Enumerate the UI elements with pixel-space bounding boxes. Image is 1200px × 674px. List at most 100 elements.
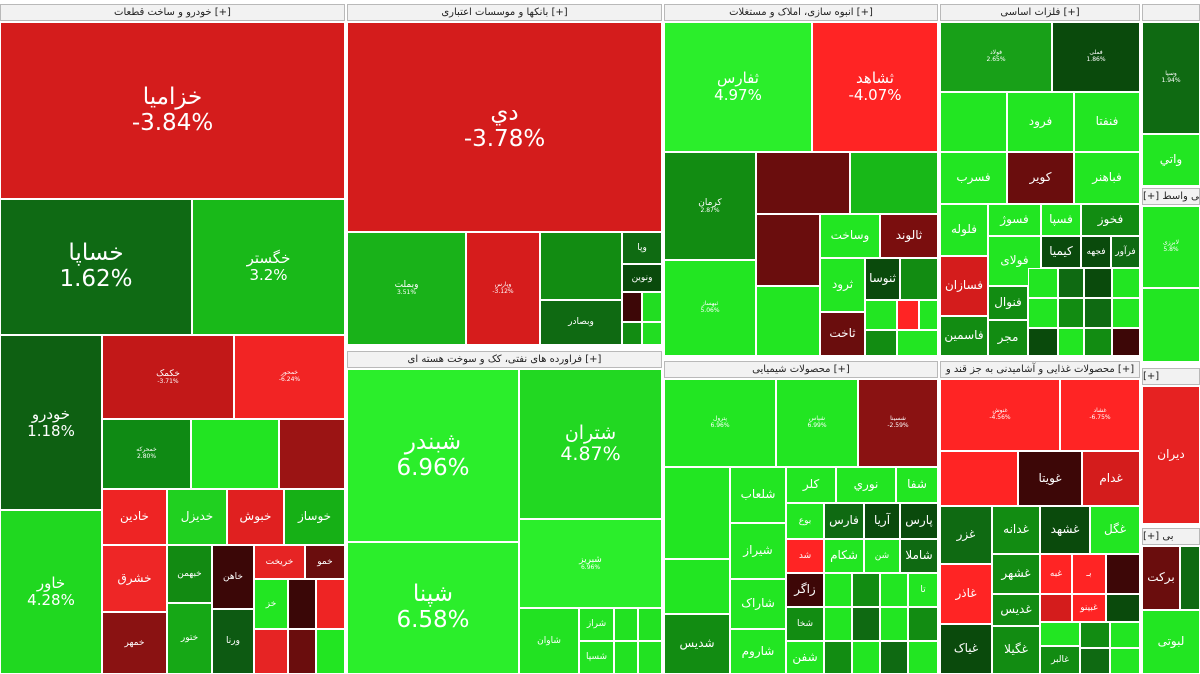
tile-varna[interactable]: ورنا bbox=[212, 609, 254, 674]
tile-auto-small-2[interactable] bbox=[279, 419, 345, 489]
tile-sharoom[interactable]: شاروم bbox=[730, 629, 786, 674]
tile-booa[interactable]: بوع bbox=[786, 503, 824, 539]
tile-shefa[interactable]: شفا bbox=[896, 467, 938, 503]
tile-barakat[interactable]: لبوتی bbox=[1142, 610, 1200, 674]
tile-metal-small-11[interactable] bbox=[1058, 328, 1084, 356]
sector-header-food[interactable]: محصولات غذایی و آشامیدنی به جز قند و [+] bbox=[940, 361, 1140, 378]
tile-ghbe[interactable]: غبه bbox=[1040, 554, 1072, 594]
tile-ghmashhad[interactable]: غشهد bbox=[1040, 506, 1090, 554]
sector-header-real-estate[interactable]: انبوه سازی، املاک و مستغلات [+] bbox=[664, 4, 938, 21]
tile-khosaz[interactable]: خوساز bbox=[284, 489, 345, 545]
tile-thshahed[interactable]: ثشاهد -4.07% bbox=[812, 22, 938, 152]
tile-arya[interactable]: آریا bbox=[864, 503, 900, 539]
sector-header-metals[interactable]: فلزات اساسی [+] bbox=[940, 4, 1140, 21]
tile-pars[interactable]: پارس bbox=[900, 503, 938, 539]
tile-thalvand[interactable]: ثالوند bbox=[880, 214, 938, 258]
tile-khaz[interactable]: خز bbox=[254, 579, 288, 629]
tile-shpna[interactable]: شپنا 6.58% bbox=[347, 542, 519, 674]
tile-khmehr[interactable]: خمهر bbox=[102, 612, 167, 674]
tile-metal-small-5[interactable] bbox=[1112, 268, 1140, 298]
tile-khrikht[interactable]: خریخت bbox=[254, 545, 305, 579]
tile-auto-small-6[interactable] bbox=[288, 629, 316, 674]
tile-re-small-2[interactable] bbox=[850, 152, 938, 214]
sector-header-banks[interactable]: بانکها و موسسات اعتباری [+] bbox=[347, 4, 662, 21]
tile-re-small-7[interactable] bbox=[897, 300, 919, 330]
tile-metal-small-6[interactable] bbox=[1028, 298, 1058, 328]
sector-header-partial-2[interactable]: [+] bbox=[1142, 368, 1200, 385]
tile-metal-small-4[interactable] bbox=[1084, 268, 1112, 298]
tile-thakht[interactable]: ثاخت bbox=[820, 312, 865, 356]
tile-petrol[interactable]: پترول 6.96% bbox=[664, 379, 776, 467]
tile-faloole[interactable]: فلوله bbox=[940, 204, 988, 256]
tile-fanafta[interactable]: فنفتا bbox=[1074, 92, 1140, 152]
tile-ta[interactable]: تا bbox=[908, 573, 938, 607]
tile-fasazan[interactable]: فسازان bbox=[940, 256, 988, 316]
tile-ghshahr[interactable]: غشهر bbox=[992, 554, 1040, 594]
tile-bank-small-2[interactable] bbox=[622, 292, 642, 322]
tile-chem-small-1[interactable] bbox=[664, 467, 730, 559]
tile-auto-small-3[interactable] bbox=[288, 579, 316, 629]
tile-oil-small-4[interactable] bbox=[638, 641, 662, 674]
tile-shpas[interactable]: شپاس 6.99% bbox=[776, 379, 858, 467]
tile-vbsader[interactable]: وبصادر bbox=[540, 300, 622, 345]
tile-chem-small-8[interactable] bbox=[880, 607, 908, 641]
tile-kerman[interactable]: کرمان 2.87% bbox=[664, 152, 756, 260]
tile-ghanoosh[interactable]: غنوش -4.56% bbox=[940, 379, 1060, 451]
tile-noori[interactable]: نوري bbox=[836, 467, 896, 503]
tile-khavar[interactable]: خاور 4.28% bbox=[0, 510, 102, 674]
tile-chem-small-2[interactable] bbox=[664, 559, 730, 614]
tile-shamla[interactable]: شاملا bbox=[900, 539, 938, 573]
tile-labarzi[interactable] bbox=[1142, 288, 1200, 362]
tile-shbandar[interactable]: شبندر 6.96% bbox=[347, 369, 519, 542]
tile-shsina[interactable]: شسینا -2.59% bbox=[858, 379, 938, 467]
tile-ghalbar[interactable]: غالبر bbox=[1040, 646, 1080, 674]
tile-khtoor[interactable]: ختور bbox=[167, 603, 212, 674]
sector-header-partial[interactable] bbox=[1142, 4, 1200, 21]
tile-re-small-10[interactable] bbox=[897, 330, 938, 356]
tile-shraz[interactable]: شراز bbox=[579, 608, 614, 641]
tile-right-small-1[interactable] bbox=[1180, 546, 1200, 610]
tile-khsapa[interactable]: خساپا 1.62% bbox=[0, 199, 192, 335]
tile-bank-small-3[interactable] bbox=[642, 292, 662, 322]
tile-chem-small-13[interactable] bbox=[908, 641, 938, 674]
tile-food-small-1[interactable] bbox=[940, 451, 1018, 506]
tile-chem-small-5[interactable] bbox=[880, 573, 908, 607]
tile-shd[interactable]: شد bbox=[786, 539, 824, 573]
tile-ghdis[interactable]: غدیس bbox=[992, 594, 1040, 626]
tile-vpars[interactable]: وپارس -3.12% bbox=[466, 232, 540, 345]
tile-khmehvar[interactable]: خمحور -6.24% bbox=[234, 335, 345, 419]
tile-ghgila[interactable]: غگیلا bbox=[992, 626, 1040, 674]
tile-chem-small-7[interactable] bbox=[852, 607, 880, 641]
tile-farsi[interactable]: فارس bbox=[824, 503, 864, 539]
tile-metal-small-9[interactable] bbox=[1112, 298, 1140, 328]
tile-fakhooz[interactable]: فخوز bbox=[1081, 204, 1140, 236]
tile-khazamia[interactable]: خزامیا -3.84% bbox=[0, 22, 345, 199]
tile-fajhe[interactable]: فجهه bbox=[1081, 236, 1111, 268]
tile-sharak[interactable]: شاراک bbox=[730, 579, 786, 629]
tile-khakmak[interactable]: خکمک -3.71% bbox=[102, 335, 234, 419]
tile-thbahsaz[interactable]: ثبهساز 5.06% bbox=[664, 260, 756, 356]
tile-vsakht[interactable]: وساخت bbox=[820, 214, 880, 258]
tile-food-small-3[interactable] bbox=[1106, 554, 1140, 594]
tile-mejr[interactable]: مجر bbox=[988, 320, 1028, 356]
tile-thnousa[interactable]: ثنوسا bbox=[865, 258, 900, 300]
tile-chem-small-9[interactable] bbox=[908, 607, 938, 641]
tile-metal-small-12[interactable] bbox=[1084, 328, 1112, 356]
tile-dey[interactable]: دي -3.78% bbox=[347, 22, 662, 232]
tile-metal-small-2[interactable] bbox=[1028, 268, 1058, 298]
tile-fasoozh[interactable]: فسوژ bbox=[988, 204, 1041, 236]
tile-khshargh[interactable]: خشرق bbox=[102, 545, 167, 612]
tile-food-small-2[interactable]: بـ bbox=[1072, 554, 1106, 594]
tile-foolad[interactable]: فولاد 2.65% bbox=[940, 22, 1052, 92]
tile-food-small-6[interactable] bbox=[1040, 622, 1080, 646]
tile-fameli[interactable]: فملی 1.86% bbox=[1052, 22, 1140, 92]
tile-khbosh[interactable]: خبوش bbox=[227, 489, 284, 545]
tile-bank-small-1[interactable] bbox=[540, 232, 622, 300]
tile-shfan[interactable]: شفن bbox=[786, 641, 824, 674]
tile-auto-small-4[interactable] bbox=[316, 579, 345, 629]
tile-food-small-5[interactable] bbox=[1106, 594, 1140, 622]
tile-diran[interactable]: برکت bbox=[1142, 546, 1180, 610]
tile-food-small-4[interactable] bbox=[1040, 594, 1072, 622]
tile-vati[interactable]: واتي bbox=[1142, 134, 1200, 186]
tile-thfars[interactable]: ثفارس 4.97% bbox=[664, 22, 812, 152]
